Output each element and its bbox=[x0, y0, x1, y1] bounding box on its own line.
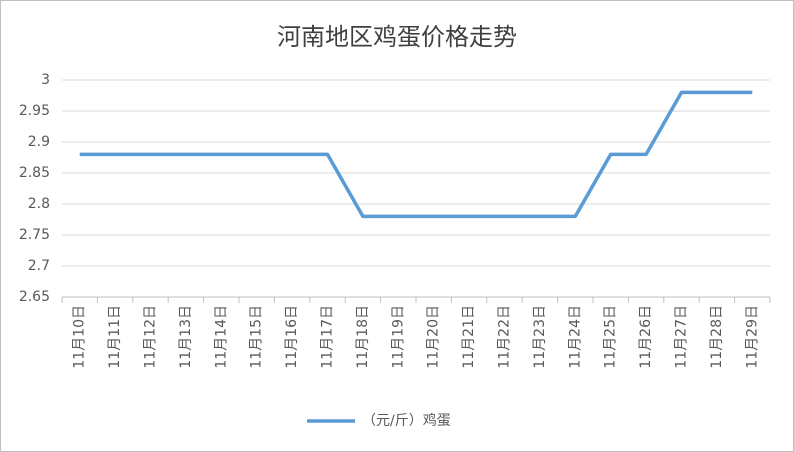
chart-title: 河南地区鸡蛋价格走势 bbox=[277, 23, 517, 51]
x-tick-label: 11月20日 bbox=[426, 305, 442, 369]
x-tick-label: 11月16日 bbox=[284, 305, 300, 369]
x-tick-label: 11月21日 bbox=[461, 305, 477, 369]
y-tick-label: 2.65 bbox=[19, 289, 50, 305]
y-tick-label: 2.95 bbox=[19, 103, 50, 119]
x-tick-label: 11月26日 bbox=[638, 305, 654, 369]
y-tick-label: 2.8 bbox=[28, 196, 50, 212]
line-series bbox=[79, 90, 753, 219]
x-tick-label: 11月13日 bbox=[178, 305, 194, 369]
x-tick-label: 11月24日 bbox=[567, 305, 583, 369]
y-tick-label: 2.75 bbox=[19, 227, 50, 243]
x-tick-label: 11月10日 bbox=[72, 305, 88, 369]
x-tick-label: 11月11日 bbox=[107, 305, 123, 369]
x-tick-label: 11月12日 bbox=[143, 305, 159, 369]
y-tick-label: 3 bbox=[41, 72, 50, 88]
x-tick-label: 11月25日 bbox=[603, 305, 619, 369]
legend-label: （元/斤）鸡蛋 bbox=[362, 412, 451, 429]
x-tick-label: 11月29日 bbox=[744, 305, 760, 369]
x-tick-label: 11月19日 bbox=[390, 305, 406, 369]
x-tick-label: 11月15日 bbox=[249, 305, 265, 369]
x-tick-label: 11月22日 bbox=[497, 305, 513, 369]
x-tick-label: 11月23日 bbox=[532, 305, 548, 369]
x-tick-label: 11月28日 bbox=[709, 305, 725, 369]
y-tick-label: 2.7 bbox=[28, 258, 50, 274]
x-tick-label: 11月17日 bbox=[320, 305, 336, 369]
x-tick-label: 11月14日 bbox=[213, 305, 229, 369]
x-tick-label: 11月18日 bbox=[355, 305, 371, 369]
y-tick-label: 2.85 bbox=[19, 165, 50, 181]
y-tick-label: 2.9 bbox=[28, 134, 50, 150]
x-tick-label: 11月27日 bbox=[674, 305, 690, 369]
